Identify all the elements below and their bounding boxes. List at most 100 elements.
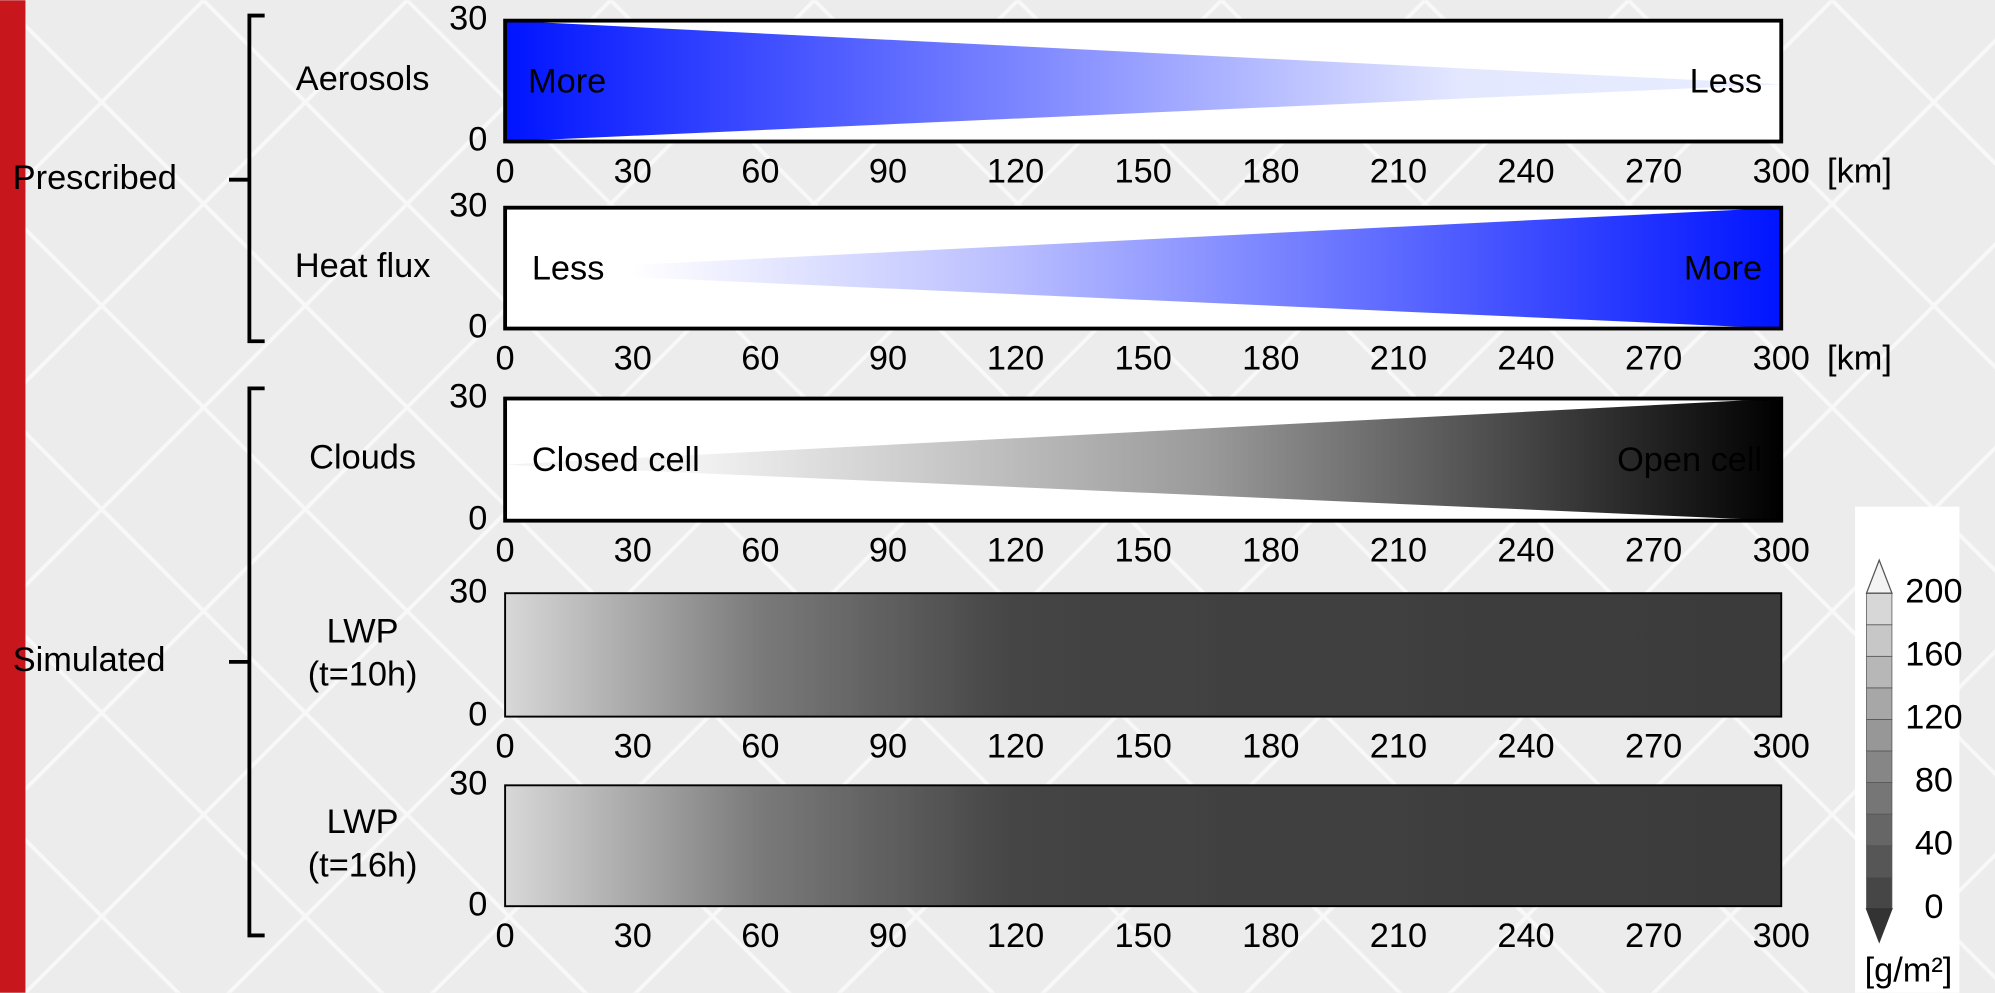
inner-label: Less [532, 250, 605, 288]
lwp-field [505, 785, 1782, 907]
x-tick-label: 210 [1370, 727, 1427, 765]
panel-frame [504, 592, 1783, 718]
group-label: Simulated [13, 641, 166, 679]
panel-label: LWP [327, 612, 399, 650]
x-tick-label: 240 [1497, 917, 1554, 955]
x-tick-label: 60 [741, 339, 779, 377]
panel-frame [503, 396, 1784, 523]
x-tick-label: 240 [1497, 727, 1554, 765]
x-tick-label: 210 [1370, 532, 1427, 570]
x-tick-label: 30 [614, 152, 652, 190]
red-bar [0, 0, 26, 993]
gradient-wedge [505, 398, 1782, 521]
x-tick-label: 180 [1242, 152, 1299, 190]
x-tick-label: 0 [496, 727, 515, 765]
panel-label: (t=10h) [308, 656, 418, 694]
bracket [229, 13, 265, 344]
x-tick-label: 60 [741, 727, 779, 765]
panel-label: Aerosols [296, 60, 430, 98]
y-tick-label: 0 [468, 308, 487, 346]
x-tick-label: 210 [1370, 917, 1427, 955]
x-tick-label: 0 [496, 339, 515, 377]
colorbar-tick-label: 40 [1915, 825, 1953, 863]
x-tick-label: 240 [1497, 152, 1554, 190]
colorbar-tick-label: 200 [1905, 572, 1962, 610]
x-tick-label: 300 [1753, 152, 1810, 190]
y-tick-label: 30 [449, 0, 487, 38]
gradient-wedge [505, 20, 1782, 142]
lwp-field [505, 593, 1782, 717]
x-tick-label: 150 [1115, 727, 1172, 765]
panel-frame [503, 205, 1784, 331]
x-tick-label: 60 [741, 152, 779, 190]
x-tick-label: 60 [741, 532, 779, 570]
panel-label: Clouds [309, 439, 416, 477]
panel-label: LWP [327, 803, 399, 841]
x-tick-label: 210 [1370, 339, 1427, 377]
x-tick-label: 120 [987, 727, 1044, 765]
x-tick-label: 90 [869, 532, 907, 570]
panel-label: Heat flux [295, 247, 431, 285]
x-tick-label: 210 [1370, 152, 1427, 190]
inner-label: Closed cell [532, 441, 700, 479]
x-tick-label: 270 [1625, 532, 1682, 570]
x-tick-label: 180 [1242, 727, 1299, 765]
colorbar-step [1866, 687, 1893, 720]
colorbar-step [1866, 782, 1893, 815]
x-tick-label: 180 [1242, 339, 1299, 377]
colorbar-step [1866, 719, 1893, 752]
y-tick-label: 30 [449, 378, 487, 416]
y-tick-label: 30 [449, 572, 487, 610]
colorbar-step [1866, 750, 1893, 783]
colorbar-step [1866, 624, 1893, 657]
x-tick-label: 270 [1625, 339, 1682, 377]
gradient-wedge [505, 207, 1782, 329]
panel-frame [504, 784, 1783, 908]
y-tick-label: 30 [449, 764, 487, 802]
inner-label: Less [1690, 63, 1763, 101]
x-tick-label: 90 [869, 917, 907, 955]
colorbar-unit: [g/m²] [1865, 951, 1953, 989]
x-tick-label: 90 [869, 727, 907, 765]
x-unit: [km] [1827, 152, 1892, 190]
y-tick-label: 30 [449, 187, 487, 225]
x-tick-label: 30 [614, 339, 652, 377]
x-tick-label: 120 [987, 532, 1044, 570]
colorbar-tick-label: 160 [1905, 635, 1962, 673]
colorbar-tick-label: 80 [1915, 762, 1953, 800]
x-tick-label: 240 [1497, 532, 1554, 570]
x-tick-label: 90 [869, 152, 907, 190]
colorbar-tick-label: 120 [1905, 698, 1962, 736]
colorbar-end [1865, 558, 1893, 594]
inner-label: More [528, 63, 606, 101]
x-tick-label: 0 [496, 532, 515, 570]
colorbar-step [1866, 845, 1893, 878]
inner-label: Open cell [1617, 441, 1762, 479]
x-tick-label: 270 [1625, 727, 1682, 765]
x-tick-label: 0 [496, 917, 515, 955]
panel-frame [503, 18, 1784, 144]
colorbar-step [1866, 876, 1893, 910]
x-tick-label: 150 [1115, 917, 1172, 955]
x-tick-label: 270 [1625, 152, 1682, 190]
x-unit: [km] [1827, 339, 1892, 377]
colorbar-end [1865, 908, 1893, 944]
group-label: Prescribed [13, 159, 177, 197]
y-tick-label: 0 [468, 500, 487, 538]
x-tick-label: 30 [614, 727, 652, 765]
colorbar-step [1866, 813, 1893, 847]
x-tick-label: 150 [1115, 339, 1172, 377]
x-tick-label: 150 [1115, 152, 1172, 190]
x-tick-label: 300 [1753, 727, 1810, 765]
x-tick-label: 150 [1115, 532, 1172, 570]
x-tick-label: 300 [1753, 917, 1810, 955]
bracket [229, 386, 265, 938]
colorbar-step [1866, 592, 1893, 626]
x-tick-label: 240 [1497, 339, 1554, 377]
y-tick-label: 0 [468, 121, 487, 159]
panel-label: (t=16h) [308, 846, 418, 884]
x-tick-label: 60 [741, 917, 779, 955]
colorbar-tick-label: 0 [1924, 888, 1943, 926]
